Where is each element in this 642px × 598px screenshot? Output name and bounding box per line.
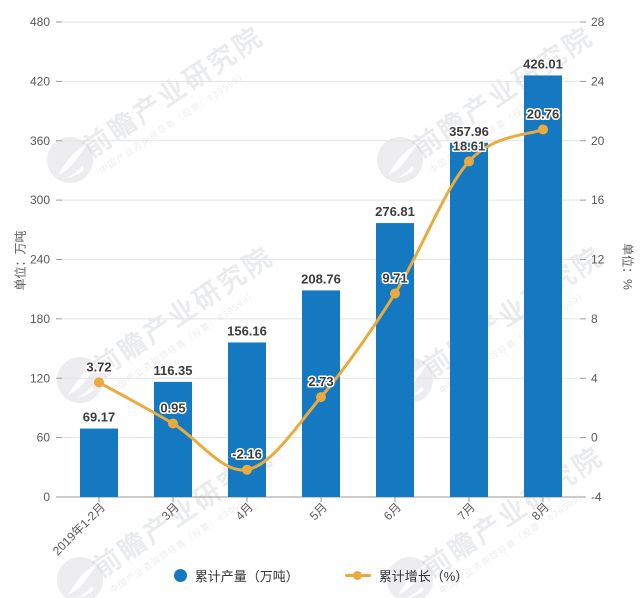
right-axis-tick-label: -4 [591, 490, 602, 504]
bar-value-label: 208.76 [301, 271, 341, 286]
production-series-label: 累计产量（万吨） [194, 569, 299, 584]
line-point-8月[interactable] [538, 124, 548, 135]
left-axis-tick-label: 300 [30, 193, 50, 207]
line-point-2019年1-2月[interactable] [94, 377, 104, 388]
line-value-label: 2.73 [308, 374, 333, 389]
bar-value-label: 426.01 [523, 56, 563, 71]
right-axis-tick-label: 28 [591, 15, 605, 29]
line-point-4月[interactable] [242, 464, 252, 475]
right-axis-tick-label: 24 [591, 74, 605, 88]
right-axis-tick-label: 8 [591, 312, 598, 326]
line-value-label: 20.76 [527, 106, 560, 121]
x-axis-category-label: 7月 [455, 500, 478, 523]
bar-value-label: 116.35 [153, 363, 192, 378]
line-value-label: 3.72 [86, 359, 111, 374]
production-series-icon [173, 569, 187, 582]
left-axis-tick-label: 360 [30, 134, 50, 148]
bar-2019年1-2月[interactable] [80, 428, 118, 497]
x-axis-category-label: 3月 [159, 500, 182, 523]
right-axis-tick-label: 0 [591, 431, 598, 445]
left-axis-tick-label: 0 [43, 490, 50, 504]
growth-series-label: 累计增长（%） [378, 569, 469, 584]
line-point-6月[interactable] [390, 288, 400, 299]
bar-value-label: 357.96 [449, 124, 489, 139]
line-value-label: 9.71 [382, 270, 407, 285]
right-axis-title: 单位：% [620, 243, 635, 290]
left-axis-tick-label: 240 [30, 253, 50, 267]
right-axis-tick-label: 20 [591, 134, 605, 148]
legend-item-growth[interactable]: 累计增长（%） [344, 566, 469, 585]
x-axis-category-label: 2019年1-2月 [50, 500, 108, 558]
bar-6月[interactable] [376, 223, 414, 498]
bar-3月[interactable] [154, 381, 192, 497]
bar-value-label: 156.16 [227, 323, 267, 338]
left-axis-tick-label: 60 [37, 431, 51, 445]
left-axis-tick-label: 180 [30, 312, 50, 326]
growth-series-icon [344, 571, 371, 580]
left-axis-tick-label: 120 [30, 371, 50, 385]
bar-value-label: 276.81 [375, 204, 415, 219]
left-axis-title: 单位：万吨 [13, 230, 28, 291]
line-point-3月[interactable] [168, 418, 178, 429]
right-axis-tick-label: 4 [591, 371, 598, 385]
line-point-5月[interactable] [316, 392, 326, 403]
x-axis-category-label: 6月 [381, 500, 404, 523]
legend: 累计产量（万吨） 累计增长（%） [0, 566, 642, 585]
line-value-label: 18.61 [453, 138, 486, 153]
x-axis-category-label: 5月 [307, 500, 330, 523]
x-axis-category-label: 8月 [529, 500, 552, 523]
legend-item-production[interactable]: 累计产量（万吨） [173, 566, 299, 585]
right-axis-tick-label: 16 [591, 193, 605, 207]
bar-7月[interactable] [450, 142, 488, 498]
x-axis-category-label: 4月 [233, 500, 256, 523]
line-point-7月[interactable] [464, 156, 474, 167]
left-axis-tick-label: 420 [30, 74, 50, 88]
line-value-label: 0.95 [160, 401, 185, 416]
line-value-label: -2.16 [232, 447, 262, 462]
right-axis-tick-label: 12 [591, 253, 605, 267]
bar-8月[interactable] [524, 75, 562, 497]
left-axis-tick-label: 480 [30, 15, 50, 29]
bar-value-label: 69.17 [83, 410, 116, 425]
